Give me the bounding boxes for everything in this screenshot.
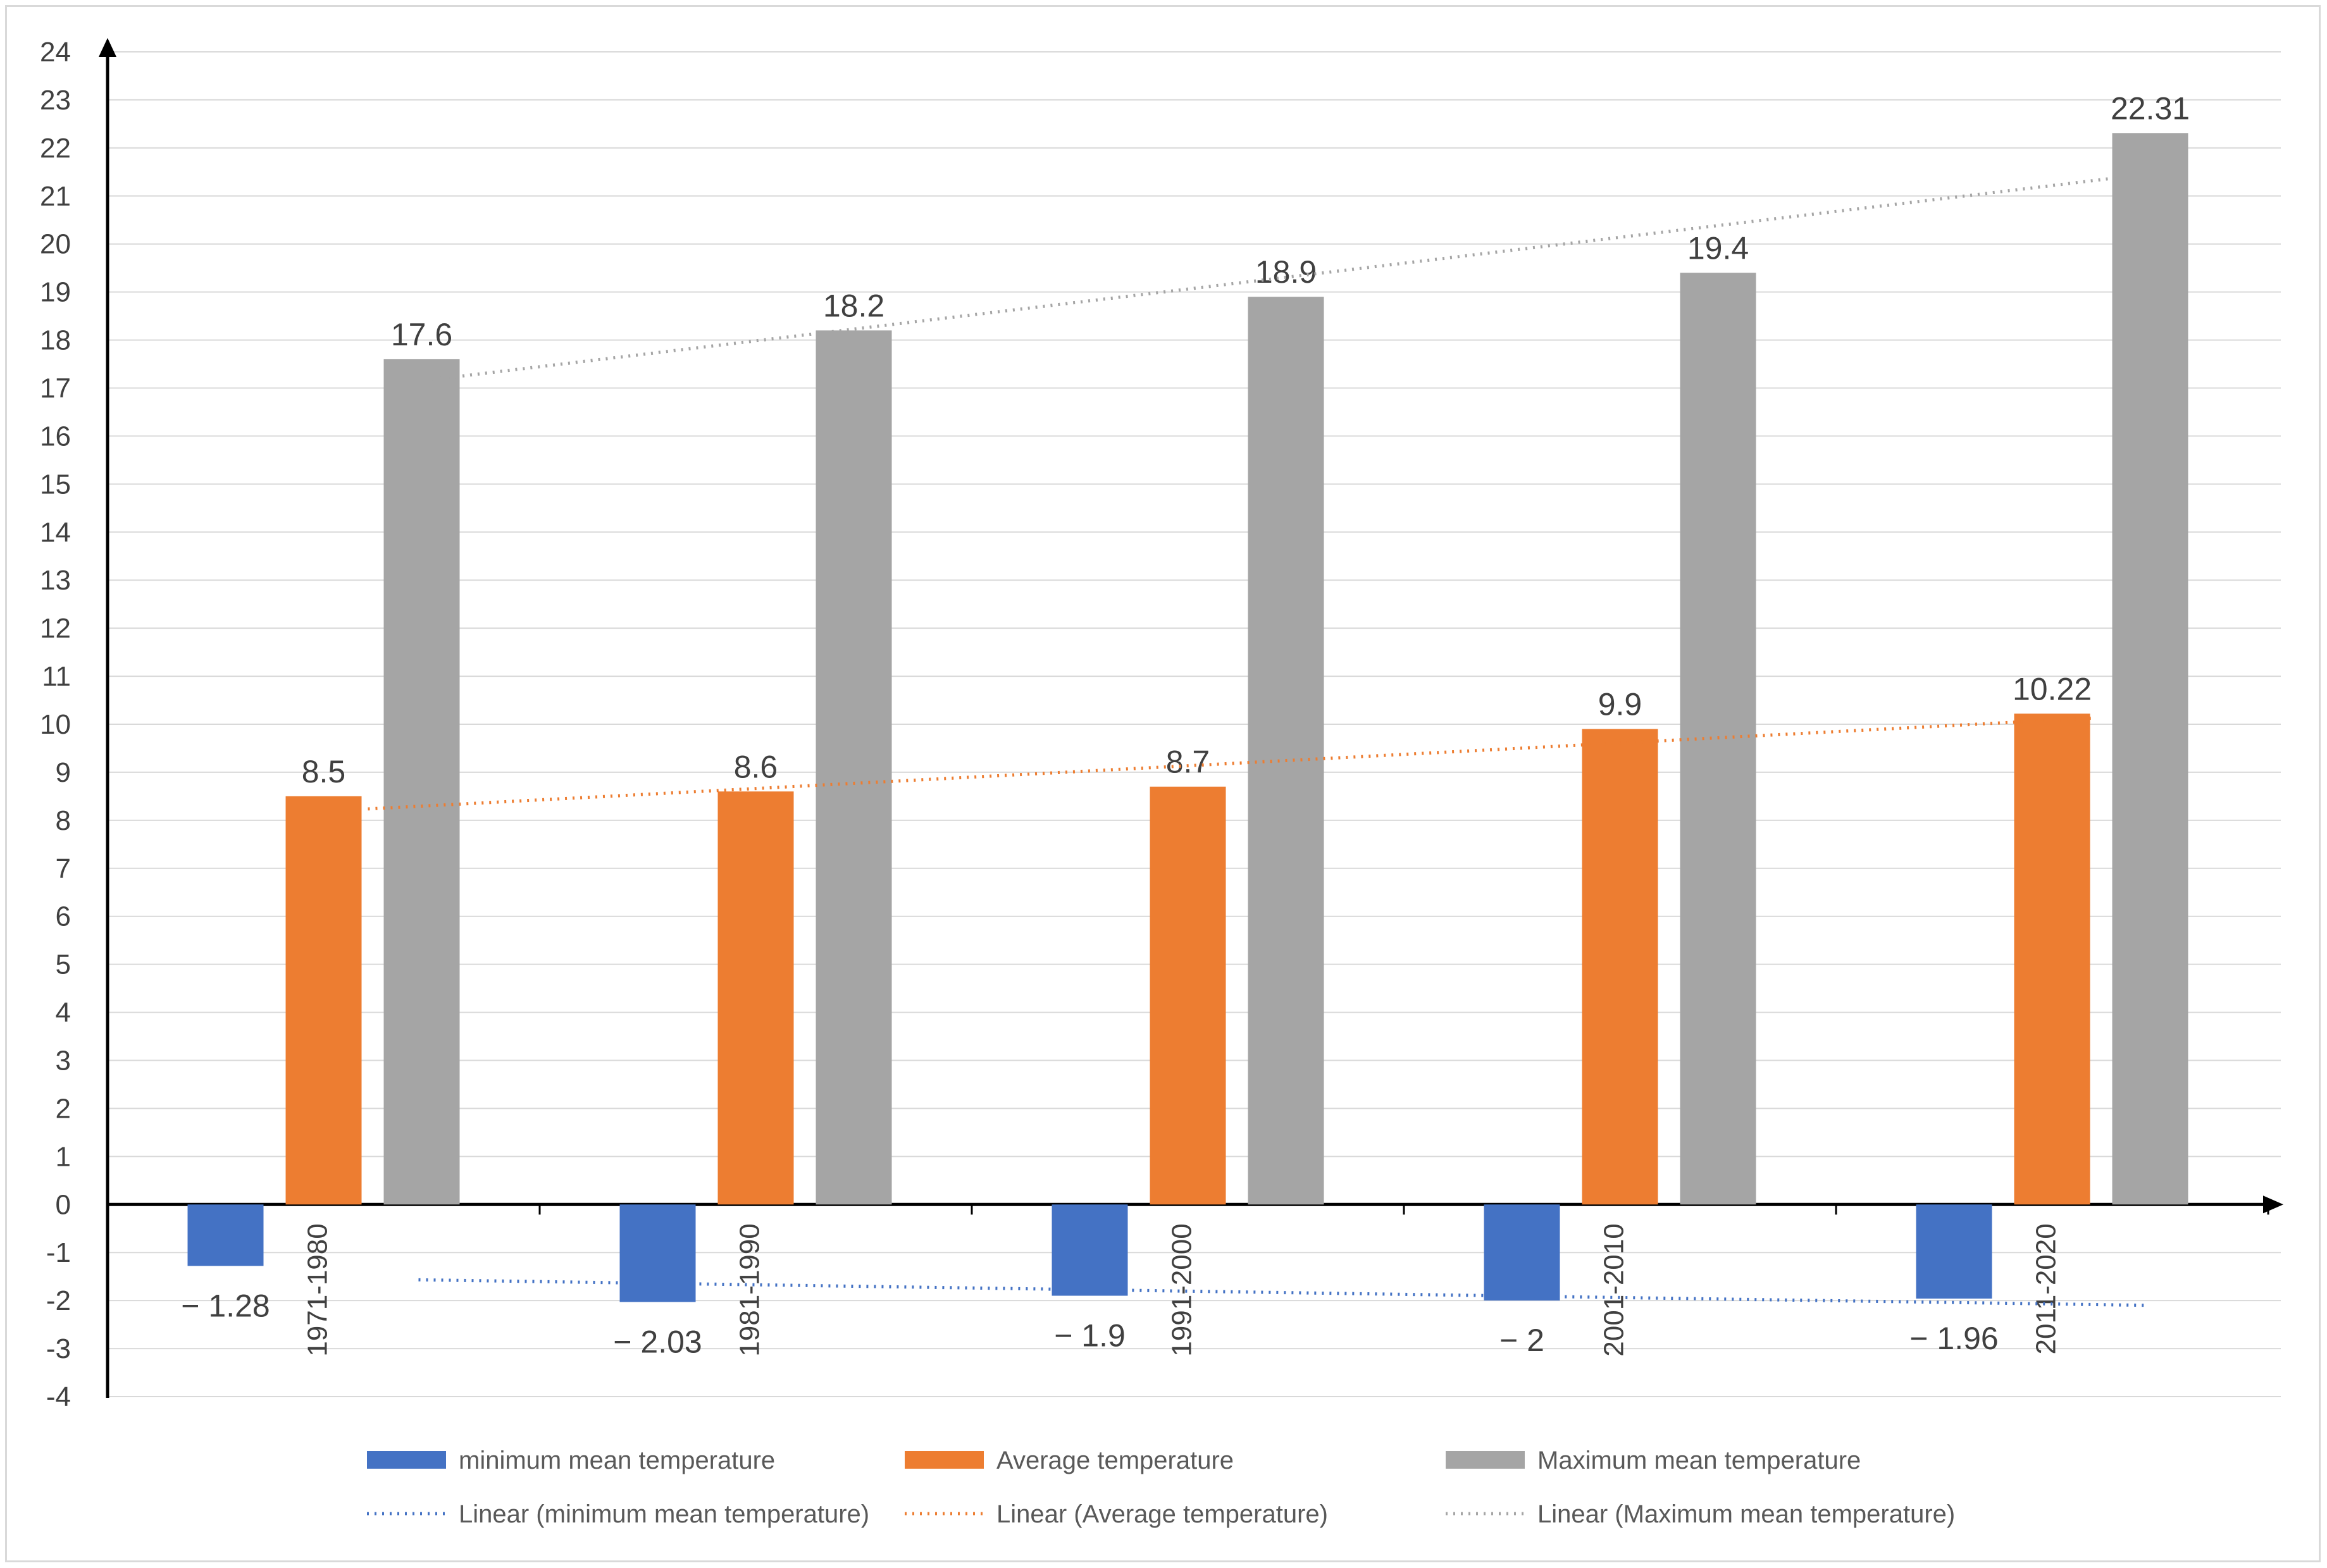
bar-minimum-mean-temperature [1484,1204,1560,1300]
y-tick-label: 5 [56,949,71,980]
bar-minimum-mean-temperature [620,1204,696,1302]
temperature-bar-chart: -4-3-2-101234567891011121314151617181920… [0,0,2327,1568]
y-tick-label: 20 [40,229,71,260]
x-tick-label: 2011-2020 [2031,1223,2062,1354]
data-label: 19.4 [1687,230,1749,266]
y-tick-label: -3 [46,1333,71,1364]
legend-label: Linear (minimum mean temperature) [459,1500,869,1528]
y-tick-label: 23 [40,85,71,116]
legend-label: minimum mean temperature [459,1447,775,1474]
y-tick-label: 11 [42,661,71,692]
y-tick-label: 14 [40,517,71,548]
bar-average-temperature [2014,713,2090,1204]
data-label: 8.5 [302,754,346,789]
y-tick-label: 0 [56,1189,71,1220]
data-label: 18.9 [1255,254,1317,290]
x-tick-label: 1971-1980 [302,1223,333,1356]
legend-swatch-minimum-mean-temperature [367,1451,446,1469]
bar-minimum-mean-temperature [188,1204,264,1266]
trendline-average-temperature [368,718,2097,809]
data-label: 8.7 [1166,744,1210,780]
bar-average-temperature [718,791,794,1204]
legend-swatch-average-temperature [905,1451,984,1469]
data-label: − 1.96 [1909,1321,1998,1356]
y-tick-label: 7 [56,853,71,884]
bar-maximum-mean-temperature [816,330,892,1204]
y-tick-label: -4 [46,1381,71,1412]
legend-label: Average temperature [996,1447,1234,1474]
bar-average-temperature [1150,787,1226,1205]
y-tick-label: 12 [40,613,71,644]
bar-average-temperature [286,796,362,1204]
legend-label: Linear (Maximum mean temperature) [1537,1500,1955,1528]
data-label: − 2.03 [613,1324,702,1359]
bar-maximum-mean-temperature [384,359,460,1204]
y-tick-label: 13 [40,565,71,596]
data-label: 18.2 [823,288,884,323]
y-tick-label: 9 [56,757,71,788]
y-tick-label: 8 [56,805,71,836]
x-axis-arrow-icon [2263,1195,2283,1213]
y-tick-label: 3 [56,1046,71,1077]
y-tick-label: -2 [46,1285,71,1316]
y-tick-label: 17 [40,373,71,404]
bar-maximum-mean-temperature [1248,297,1324,1204]
y-tick-label: 15 [40,469,71,500]
data-label: 22.31 [2111,90,2190,126]
y-tick-label: 16 [40,421,71,452]
data-label: − 2 [1499,1323,1544,1358]
bar-minimum-mean-temperature [1916,1204,1992,1299]
legend-swatch-maximum-mean-temperature [1446,1451,1525,1469]
data-label: 17.6 [391,317,452,352]
y-tick-label: 19 [40,277,71,308]
bar-average-temperature [1582,729,1658,1205]
y-axis-arrow-icon [99,38,116,57]
bar-minimum-mean-temperature [1052,1204,1128,1295]
y-tick-label: 22 [40,133,71,164]
y-tick-label: 1 [56,1141,71,1172]
y-tick-label: 24 [40,37,71,68]
legend-label: Maximum mean temperature [1537,1447,1861,1474]
data-label: − 1.9 [1054,1318,1126,1354]
x-tick-label: 1981-1990 [735,1223,766,1356]
x-tick-label: 2001-2010 [1599,1223,1630,1356]
y-tick-label: 10 [40,709,71,740]
bar-maximum-mean-temperature [2113,133,2188,1204]
data-label: − 1.28 [181,1288,270,1323]
data-label: 8.6 [734,749,778,784]
y-tick-label: 18 [40,325,71,356]
legend-label: Linear (Average temperature) [996,1500,1328,1528]
y-tick-label: 6 [56,901,71,932]
y-tick-label: 4 [56,997,71,1028]
y-tick-label: 2 [56,1093,71,1124]
data-label: 9.9 [1598,687,1642,722]
y-tick-label: 21 [40,181,71,212]
y-tick-label: -1 [46,1237,71,1268]
data-label: 10.22 [2013,671,2092,707]
